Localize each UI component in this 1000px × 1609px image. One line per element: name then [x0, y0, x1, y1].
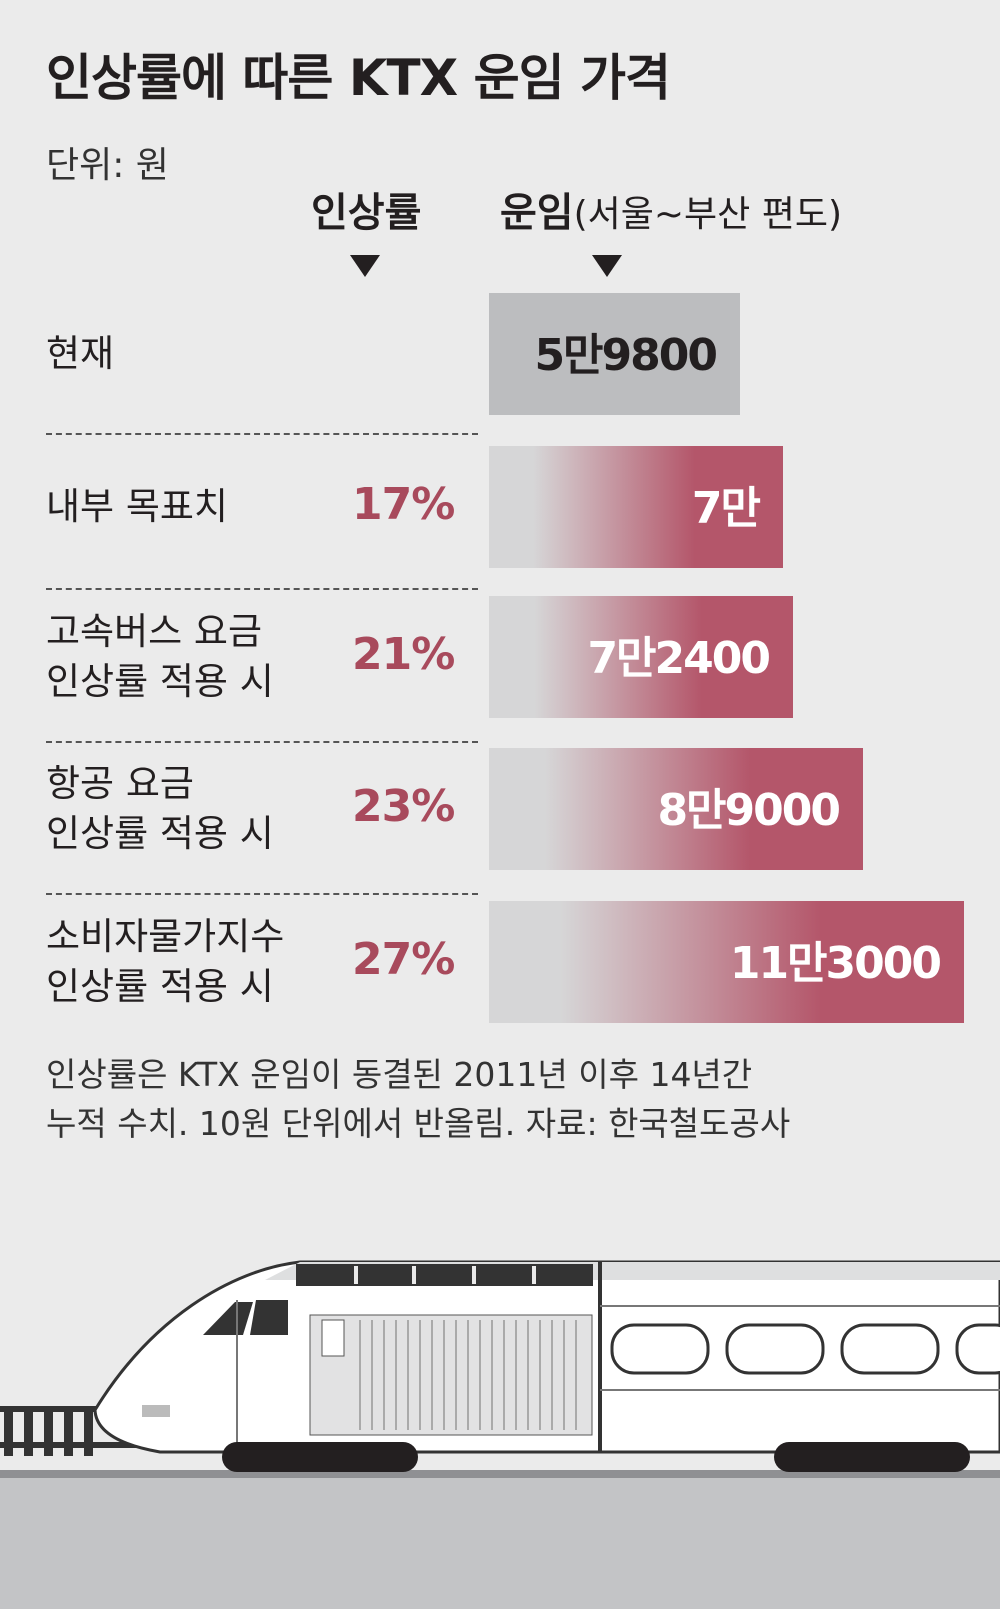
rate-value: 23%: [352, 781, 455, 832]
row-label-line: 항공 요금: [46, 762, 194, 805]
fare-header-main: 운임: [500, 190, 574, 236]
fare-bar: [489, 748, 863, 870]
rate-value: 27%: [352, 934, 455, 985]
bar-chart: 5만9800 7만 7만2400 8만9000 11만3000: [489, 293, 964, 1023]
rate-arrow-icon: [350, 255, 380, 277]
fare-header-sub: (서울~부산 편도): [573, 194, 843, 235]
unit-label: 단위: 원: [46, 145, 169, 186]
row-label-line: 내부 목표치: [46, 485, 228, 528]
fare-arrow-icon: [592, 255, 622, 277]
chart-title: 인상률에 따른 KTX 운임 가격: [46, 49, 671, 107]
footnote-line-2: 누적 수치. 10원 단위에서 반올림. 자료: 한국철도공사: [46, 1104, 791, 1143]
fare-value-label: 7만: [692, 483, 761, 534]
fare-value-label: 11만3000: [730, 938, 941, 989]
fare-value-label: 5만9800: [534, 330, 716, 381]
row-separator: [46, 588, 478, 590]
footnote: 인상률은 KTX 운임이 동결된 2011년 이후 14년간 누적 수치. 10…: [46, 1050, 790, 1148]
row-separator: [46, 893, 478, 895]
fare-bar: [489, 446, 783, 568]
rate-value: 21%: [352, 629, 455, 680]
row-label: 현재: [46, 329, 114, 379]
row-label-line: 인상률 적용 시: [46, 965, 274, 1008]
row-label-line: 인상률 적용 시: [46, 812, 274, 855]
row-label: 내부 목표치: [46, 482, 228, 532]
fare-bar: [489, 901, 964, 1023]
rate-value: 17%: [352, 479, 455, 530]
fare-value-label: 7만2400: [587, 633, 769, 684]
row-label-line: 인상률 적용 시: [46, 660, 274, 703]
fare-column-header: 운임(서울~부산 편도): [500, 180, 842, 238]
row-label-line: 소비자물가지수: [46, 915, 285, 958]
row-label-line: 고속버스 요금: [46, 610, 263, 653]
row-separator: [46, 433, 478, 435]
row-label-line: 현재: [46, 332, 115, 375]
fare-value-label: 8만9000: [657, 785, 839, 836]
rate-column-header: 인상률: [311, 190, 422, 236]
footnote-line-1: 인상률은 KTX 운임이 동결된 2011년 이후 14년간: [46, 1055, 753, 1094]
row-separator: [46, 741, 478, 743]
fare-bar: [489, 293, 740, 415]
fare-bar: [489, 596, 793, 718]
ktx-train-illustration: [0, 1260, 1000, 1609]
